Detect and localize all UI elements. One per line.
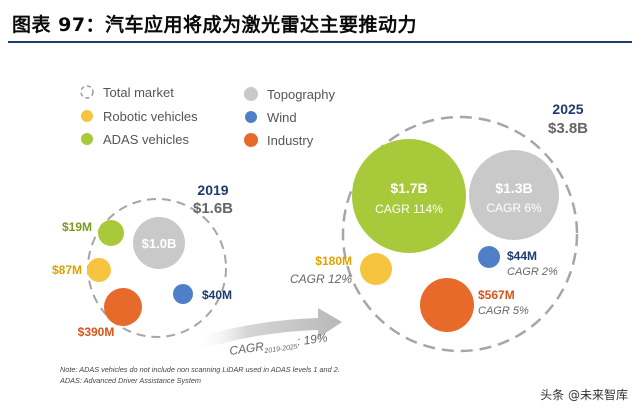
footnote-adas-definition: ADAS: Advanced Driver Assistance System: [60, 376, 201, 385]
legend: Total market Robotic vehicles ADAS vehic…: [80, 85, 335, 148]
topography-2019-bubble: [133, 217, 185, 269]
robotic-2019-bubble: [87, 258, 111, 282]
robotic-2025-bubble: [360, 253, 392, 285]
legend-topography-marker: [244, 87, 258, 101]
legend-industry-marker: [244, 133, 258, 147]
market-2019: 2019 $1.6B $19M $1.0B $87M $40M $390M: [52, 182, 233, 339]
legend-adas-marker: [81, 133, 93, 145]
wind-2019-value: $40M: [202, 288, 232, 302]
cagr-arrow-label: CAGR2019-2025: 19%: [228, 330, 328, 360]
market-2025: 2025 $3.8B $1.7B CAGR 114% $1.3B CAGR 6%…: [290, 101, 588, 353]
adas-2025-cagr: CAGR 114%: [375, 202, 443, 216]
legend-robotic-marker: [81, 110, 93, 122]
total-market-2025-circle: [341, 115, 579, 353]
industry-2019-bubble: [104, 288, 142, 326]
source-watermark: 头条 @未来智库: [540, 388, 628, 402]
legend-robotic-label: Robotic vehicles: [103, 109, 198, 124]
legend-wind-marker: [245, 111, 257, 123]
legend-topography-label: Topography: [267, 87, 335, 102]
wind-2025-bubble: [478, 246, 500, 268]
title-divider: [8, 41, 632, 43]
wind-2025-cagr: CAGR 2%: [507, 266, 558, 278]
total-2019-label: $1.6B: [193, 200, 233, 217]
cagr-arrow: CAGR2019-2025: 19%: [195, 308, 342, 360]
robotic-2025-cagr: CAGR 12%: [290, 272, 352, 286]
industry-2025-cagr: CAGR 5%: [478, 305, 529, 317]
industry-2025-bubble: [420, 278, 474, 332]
topography-2025-bubble: [469, 150, 559, 240]
robotic-2025-value: $180M: [315, 254, 352, 268]
legend-total-marker: [80, 85, 94, 99]
industry-2019-value: $390M: [78, 325, 115, 339]
legend-adas-label: ADAS vehicles: [103, 132, 189, 147]
year-2019-label: 2019: [197, 182, 228, 198]
topography-2025-value: $1.3B: [495, 180, 532, 196]
wind-2019-bubble: [173, 284, 193, 304]
wind-2025-value: $44M: [507, 249, 537, 263]
total-2025-label: $3.8B: [548, 120, 588, 137]
adas-2019-value: $19M: [62, 220, 92, 234]
legend-industry-label: Industry: [267, 133, 314, 148]
page-title: 图表 97：汽车应用将成为激光雷达主要推动力: [12, 14, 418, 36]
legend-total-label: Total market: [103, 85, 174, 100]
topography-2025-cagr: CAGR 6%: [486, 201, 542, 215]
year-2025-label: 2025: [552, 101, 583, 117]
topography-2019-value: $1.0B: [142, 236, 177, 251]
adas-2019-bubble: [98, 220, 124, 246]
legend-wind-label: Wind: [267, 110, 297, 125]
footnote-adas: Note: ADAS vehicles do not include non s…: [60, 365, 340, 374]
adas-2025-value: $1.7B: [390, 180, 427, 196]
adas-2025-bubble: [352, 139, 466, 253]
robotic-2019-value: $87M: [52, 263, 82, 277]
industry-2025-value: $567M: [478, 288, 515, 302]
